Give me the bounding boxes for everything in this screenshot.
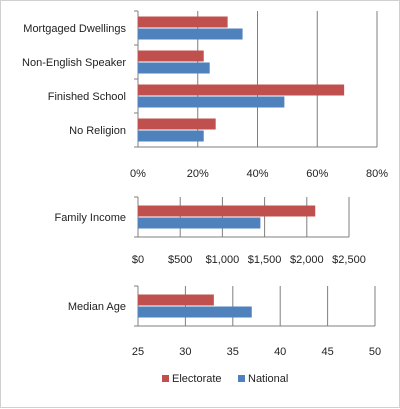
x-tick-label: 45	[321, 346, 333, 358]
x-tick-label: 0%	[130, 168, 146, 180]
legend: Electorate National	[162, 373, 288, 385]
bar-electorate-finished-school	[138, 84, 345, 96]
bar-national-median-age	[138, 306, 252, 318]
x-tick-label: 40%	[246, 168, 268, 180]
x-tick-label: 35	[227, 346, 239, 358]
bar-electorate-non-english-speaker	[138, 50, 204, 62]
chart-panel-3: Median Age 25 30 35 40 45 50	[68, 285, 381, 358]
x-tick-label: 60%	[306, 168, 328, 180]
x-tick-label: 80%	[366, 168, 388, 180]
x-tick-label: 30	[179, 346, 191, 358]
bar-electorate-family-income	[138, 205, 316, 217]
x-tick-label: $1,500	[248, 254, 282, 266]
bar-electorate-no-religion	[138, 118, 216, 130]
category-label-no-religion: No Religion	[69, 125, 126, 137]
x-tick-label: 20%	[187, 168, 209, 180]
category-label-finished-school: Finished School	[48, 91, 126, 103]
chart-panel-2: Family Income $0 $500 $1,000 $1,500 $2,000 $2,…	[54, 196, 366, 266]
category-label-mortgaged-dwellings: Mortgaged Dwellings	[23, 23, 126, 35]
bar-national-mortgaged-dwellings	[138, 28, 243, 40]
x-tick-label: $0	[132, 254, 144, 266]
x-tick-label: $2,500	[332, 254, 366, 266]
bar-electorate-mortgaged-dwellings	[138, 16, 228, 28]
category-label-non-english-speaker: Non-English Speaker	[22, 57, 126, 69]
bar-national-family-income	[138, 217, 261, 229]
legend-swatch-national	[238, 375, 245, 382]
bar-national-non-english-speaker	[138, 62, 210, 74]
bar-national-no-religion	[138, 130, 204, 142]
x-tick-label: $2,000	[290, 254, 324, 266]
legend-label-national: National	[248, 373, 288, 385]
bar-electorate-median-age	[138, 294, 214, 306]
legend-swatch-electorate	[162, 375, 169, 382]
x-tick-label: 50	[369, 346, 381, 358]
category-label-family-income: Family Income	[54, 212, 126, 224]
bar-national-finished-school	[138, 96, 285, 108]
chart-panel-1: Mortgaged Dwellings Non-English Speaker Fi…	[22, 10, 388, 180]
x-tick-label: 40	[274, 346, 286, 358]
legend-label-electorate: Electorate	[172, 373, 222, 385]
x-tick-label: 25	[132, 346, 144, 358]
category-label-median-age: Median Age	[68, 301, 126, 313]
x-tick-label: $1,000	[206, 254, 240, 266]
x-tick-label: $500	[168, 254, 192, 266]
